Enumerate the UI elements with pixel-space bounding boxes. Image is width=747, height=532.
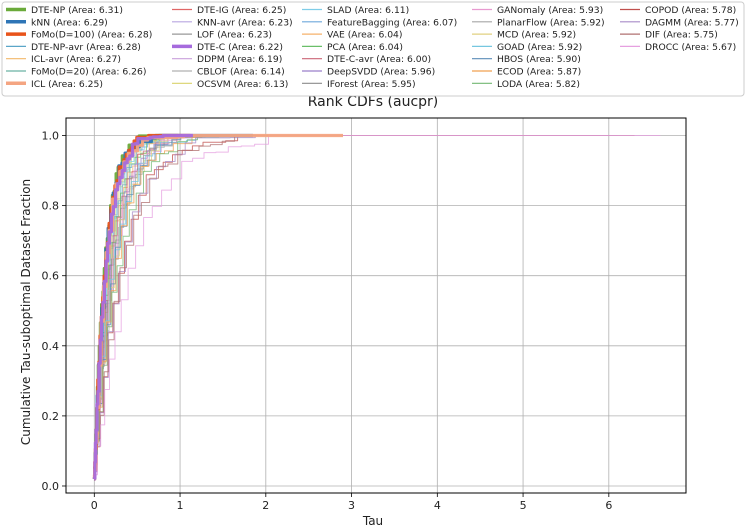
legend-entry-label: kNN (Area: 6.29): [31, 17, 108, 28]
x-tick-label: 6: [605, 499, 612, 512]
legend-entry-label: FoMo(D=100) (Area: 6.28): [31, 30, 152, 41]
legend-entry-label: FoMo(D=20) (Area: 6.26): [31, 67, 146, 78]
x-tick-label: 5: [520, 499, 527, 512]
legend-entry-label: PCA (Area: 6.04): [327, 42, 403, 53]
legend-entry-label: LODA (Area: 5.82): [497, 79, 580, 90]
y-tick-label: 0.2: [42, 410, 60, 423]
legend-entry-label: DTE-NP (Area: 6.31): [31, 5, 123, 16]
x-tick-label: 1: [177, 499, 184, 512]
legend-entry-label: ICL (Area: 6.25): [31, 79, 103, 90]
legend-entry-label: DeepSVDD (Area: 5.96): [327, 67, 435, 78]
legend-entry-label: COPOD (Area: 5.78): [645, 5, 736, 16]
legend-box: [1, 1, 745, 97]
legend-entry-label: CBLOF (Area: 6.14): [197, 67, 285, 78]
legend-entry-label: DTE-NP-avr (Area: 6.28): [31, 42, 141, 53]
series-line-dte-c: [92, 133, 193, 481]
x-tick-label: 0: [91, 499, 98, 512]
y-axis-ticks: 0.0 0.2 0.4 0.6 0.8 1.0: [42, 130, 66, 493]
legend-entry-label: OCSVM (Area: 6.13): [197, 79, 288, 90]
x-axis-label: Tau: [362, 514, 383, 528]
x-axis-ticks: 0 1 2 3 4 5 6: [91, 493, 612, 512]
x-tick-label: 4: [434, 499, 441, 512]
legend-entry-label: FeatureBagging (Area: 6.07): [327, 17, 457, 28]
legend-entry-label: VAE (Area: 6.04): [327, 30, 403, 41]
legend-entry-label: DTE-IG (Area: 6.25): [197, 5, 286, 16]
legend-entry-label: ICL-avr (Area: 6.27): [31, 54, 121, 65]
grid-lines: [66, 118, 686, 493]
series-line-drocc: [94, 135, 661, 480]
legend-entry-label: IForest (Area: 5.95): [327, 79, 416, 90]
legend-entry-label: DIF (Area: 5.75): [645, 30, 718, 41]
legend-entry-label: GOAD (Area: 5.92): [497, 42, 582, 53]
x-tick-label: 3: [348, 499, 355, 512]
legend-entry-label: PlanarFlow (Area: 5.92): [497, 17, 605, 28]
legend-entry-label: LOF (Area: 6.23): [197, 30, 272, 41]
legend-entry-label: DTE-C-avr (Area: 6.00): [327, 54, 431, 65]
legend-entry-label: DTE-C (Area: 6.22): [197, 42, 283, 53]
plot-frame: [65, 117, 687, 494]
legend-entry-label: DROCC (Area: 5.67): [645, 42, 736, 53]
y-tick-label: 0.4: [42, 340, 60, 353]
chart-title: Rank CDFs (aucpr): [308, 94, 439, 110]
x-tick-label: 2: [262, 499, 269, 512]
legend-entry-label: SLAD (Area: 6.11): [327, 5, 409, 16]
legend-entry-label: MCD (Area: 5.92): [497, 30, 576, 41]
legend-entry-label: HBOS (Area: 5.90): [497, 54, 581, 65]
legend-entry-label: ECOD (Area: 5.87): [497, 67, 581, 78]
series-layer: [92, 133, 661, 481]
legend-entry-label: DDPM (Area: 6.19): [197, 54, 282, 65]
y-tick-label: 0.8: [42, 200, 60, 213]
legend-entry-label: DAGMM (Area: 5.77): [645, 17, 739, 28]
y-tick-label: 1.0: [42, 130, 60, 143]
legend-entry-label: KNN-avr (Area: 6.23): [197, 17, 293, 28]
y-tick-label: 0.6: [42, 270, 60, 283]
y-axis-label: Cumulative Tau-suboptimal Dataset Fracti…: [19, 179, 33, 445]
legend: DTE-NP (Area: 6.31)kNN (Area: 6.29) FoMo(…: [1, 1, 745, 97]
y-tick-label: 0.0: [42, 480, 60, 493]
legend-entry-label: GANomaly (Area: 5.93): [497, 5, 603, 16]
